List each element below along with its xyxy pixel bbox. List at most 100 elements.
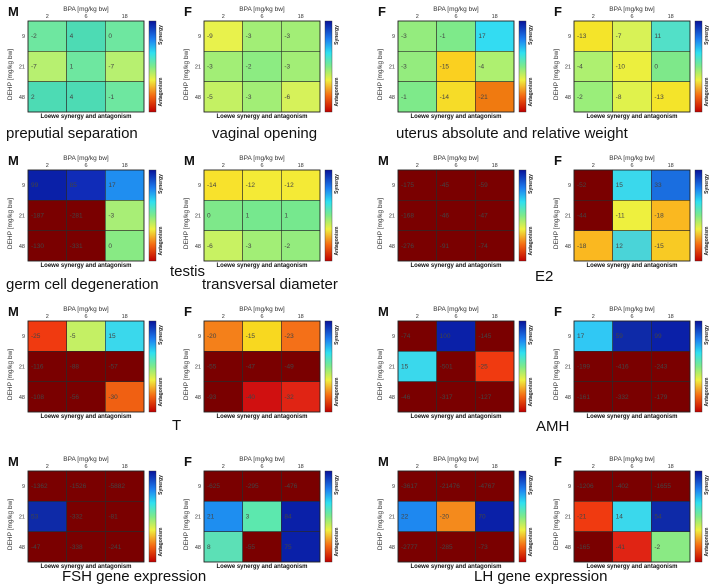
cell-value-label: 59 [616,333,624,340]
x-tick-label: 18 [298,314,304,320]
heatmap-cell [475,351,515,382]
cell-value-label: 54 [654,514,662,521]
heatmap-cell [242,230,282,262]
heatmap-cell [651,501,691,532]
y-tick-label: 21 [19,214,25,220]
cell-value-label: -47 [246,364,256,371]
heatmap-cell [612,230,652,262]
cell-value-label: -3 [284,33,290,40]
heatmap-cell [66,470,106,502]
cell-value-label: -55 [207,364,217,371]
y-axis-label: DEHP [mg/kg bw] [553,349,560,400]
y-tick-label: 21 [389,65,395,71]
footer-label: Loewe synergy and antagonism [40,263,131,269]
y-tick-label: 21 [389,214,395,220]
heatmap-cell [281,81,321,113]
colorbar-synergy-label: Synergy [528,325,534,345]
cell-value-label: -23 [284,333,294,340]
cell-value-label: -57 [108,364,118,371]
x-tick-label: 2 [46,163,49,169]
row-label-lh: LH gene expression [474,568,607,585]
cell-value-label: -3 [207,64,213,71]
row-label-preputial: preputial separation [6,125,138,142]
cell-value-label: -25 [31,333,41,340]
cell-value-label: -276 [401,243,414,250]
x-tick-label: 6 [454,314,457,320]
row-label-fsh: FSH gene expression [62,568,206,585]
x-tick-label: 18 [492,163,498,169]
cell-value-label: -187 [31,213,44,220]
cell-value-label: -10 [616,64,626,71]
heatmap-cell [436,200,476,231]
cell-value-label: 4 [70,33,74,40]
x-axis-label: BPA [mg/kg bw] [609,155,655,162]
x-axis-label: BPA [mg/kg bw] [63,155,109,162]
cell-value-label: -168 [401,213,414,220]
heatmap-cell [203,51,243,82]
x-tick-label: 6 [260,163,263,169]
y-tick-label: 9 [392,183,395,189]
cell-value-label: 33 [654,182,662,189]
heatmap-cell [612,81,652,113]
heatmap-cell [397,351,437,382]
x-tick-label: 2 [592,314,595,320]
cell-value-label: -9 [207,33,213,40]
heatmap-cell [203,230,243,262]
row-label-transversal: transversal diameter [202,276,338,293]
x-axis-label: BPA [mg/kg bw] [433,6,479,13]
cell-value-label: 70 [478,514,486,521]
panel-border [27,20,145,113]
cell-value-label: -7 [108,64,114,71]
cell-value-label: 15 [108,333,116,340]
heatmap-cell [66,381,106,413]
x-tick-label: 18 [122,314,128,320]
panel-border [203,169,321,262]
cell-value-label: -3 [284,64,290,71]
cell-value-label: -5 [207,94,213,101]
cell-value-label: -12 [246,182,256,189]
x-tick-label: 2 [416,464,419,470]
cell-value-label: -295 [246,483,259,490]
x-axis-label: BPA [mg/kg bw] [433,155,479,162]
cell-value-label: -93 [207,394,217,401]
cell-value-label: 4 [70,94,74,101]
colorbar [694,320,703,413]
cell-value-label: -332 [70,514,83,521]
colorbar [518,470,527,563]
cell-value-label: 75 [284,544,292,551]
panel-border [203,320,321,413]
heatmap-cell [612,200,652,231]
footer-label: Loewe synergy and antagonism [410,114,501,120]
x-axis-label: BPA [mg/kg bw] [433,456,479,463]
heatmap-cell [203,20,243,52]
cell-value-label: -2 [577,94,583,101]
x-tick-label: 2 [222,14,225,20]
y-tick-label: 9 [198,334,201,340]
panel-sex-label: F [554,304,562,319]
x-tick-label: 6 [84,314,87,320]
cell-value-label: -2 [31,33,37,40]
footer-label: Loewe synergy and antagonism [410,564,501,570]
y-tick-label: 9 [392,34,395,40]
row-label-vaginal: vaginal opening [212,125,317,142]
cell-value-label: -74 [478,243,488,250]
x-tick-label: 2 [416,163,419,169]
x-axis-label: BPA [mg/kg bw] [609,306,655,313]
heatmap-cell [242,169,282,201]
heatmap-cell [105,470,145,502]
cell-value-label: -88 [70,364,80,371]
cell-value-label: -21476 [440,483,461,490]
colorbar-antagonism-label: Antagonism [528,377,534,406]
footer-label: Loewe synergy and antagonism [40,114,131,120]
y-tick-label: 21 [19,65,25,71]
cell-value-label: 17 [577,333,585,340]
heatmap-cell [573,20,613,52]
x-tick-label: 6 [630,14,633,20]
x-tick-label: 18 [122,163,128,169]
cell-value-label: -5 [70,333,76,340]
x-tick-label: 6 [260,14,263,20]
heatmap-cell [651,169,691,201]
